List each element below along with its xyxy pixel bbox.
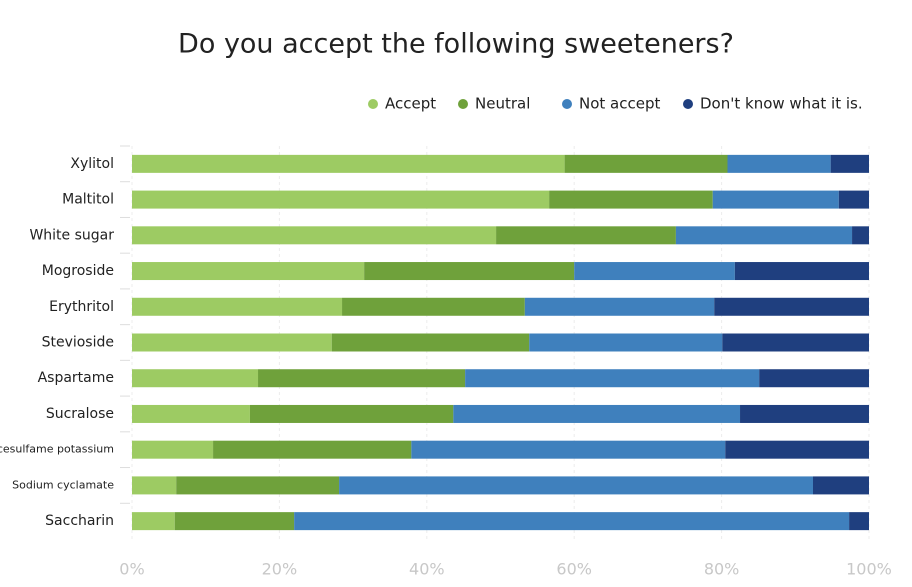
bar-segment: [830, 154, 869, 173]
bar-segment: [734, 262, 869, 281]
bar-segment: [712, 190, 839, 209]
bar-segment: [759, 369, 869, 388]
category-label: Stevioside: [42, 335, 114, 351]
x-tick-label: 20%: [262, 560, 298, 579]
bar-segment: [132, 297, 343, 316]
category-label: Mogroside: [42, 263, 114, 279]
category-label: Erythritol: [49, 299, 114, 315]
x-tick-label: 80%: [704, 560, 740, 579]
bar-segment: [132, 262, 365, 281]
bar-segment: [176, 476, 340, 495]
bar-segment: [339, 476, 813, 495]
bar-segment: [132, 226, 497, 245]
bar-segment: [725, 440, 869, 459]
x-tick-label: 40%: [409, 560, 445, 579]
bar-segment: [132, 369, 259, 388]
bar-segment: [727, 154, 831, 173]
bar-segment: [249, 404, 454, 423]
bar-segment: [812, 476, 869, 495]
bar-segment: [364, 262, 575, 281]
legend-marker: [458, 99, 468, 109]
bar-segment: [849, 512, 869, 531]
bar-segment: [740, 404, 869, 423]
chart-title: Do you accept the following sweeteners?: [178, 29, 734, 60]
category-label: Saccharin: [45, 513, 114, 529]
legend-label: Accept: [385, 95, 436, 113]
bar-segment: [465, 369, 760, 388]
bar-segment: [564, 154, 728, 173]
bar-segment: [529, 333, 723, 352]
x-tick-label: 100%: [846, 560, 892, 579]
bar-segment: [714, 297, 869, 316]
bar-segment: [132, 190, 550, 209]
bar-segment: [496, 226, 676, 245]
bar-segment: [174, 512, 295, 531]
bar-segment: [132, 476, 177, 495]
legend-label: Not accept: [579, 95, 660, 113]
bar-segment: [342, 297, 525, 316]
bar-segment: [258, 369, 466, 388]
bar-segment: [838, 190, 869, 209]
category-label: Maltitol: [62, 192, 114, 208]
legend-label: Don't know what it is.: [700, 95, 863, 113]
bar-segment: [132, 440, 214, 459]
bar-segment: [132, 154, 565, 173]
x-tick-label: 0%: [119, 560, 144, 579]
bar-segment: [213, 440, 412, 459]
category-label: Aspartame: [38, 370, 114, 386]
category-label: Sodium cyclamate: [12, 478, 114, 491]
category-label: Sucralose: [46, 406, 114, 422]
bar-segment: [132, 333, 332, 352]
legend-label: Neutral: [475, 95, 530, 113]
bar-segment: [574, 262, 735, 281]
bar-segment: [331, 333, 530, 352]
bar-segment: [675, 226, 853, 245]
category-label: Acesulfame potassium: [0, 443, 114, 456]
bar-segment: [411, 440, 726, 459]
legend-marker: [562, 99, 572, 109]
bar-segment: [453, 404, 741, 423]
bar-segment: [524, 297, 715, 316]
category-label: White sugar: [29, 227, 114, 243]
bar-segment: [132, 512, 175, 531]
bar-segment: [549, 190, 713, 209]
legend-marker: [368, 99, 378, 109]
category-label: Xylitol: [70, 156, 114, 172]
bar-segment: [852, 226, 869, 245]
bar-segment: [722, 333, 869, 352]
bar-segment: [132, 404, 250, 423]
bar-segment: [294, 512, 850, 531]
x-tick-label: 60%: [556, 560, 592, 579]
legend-marker: [683, 99, 693, 109]
